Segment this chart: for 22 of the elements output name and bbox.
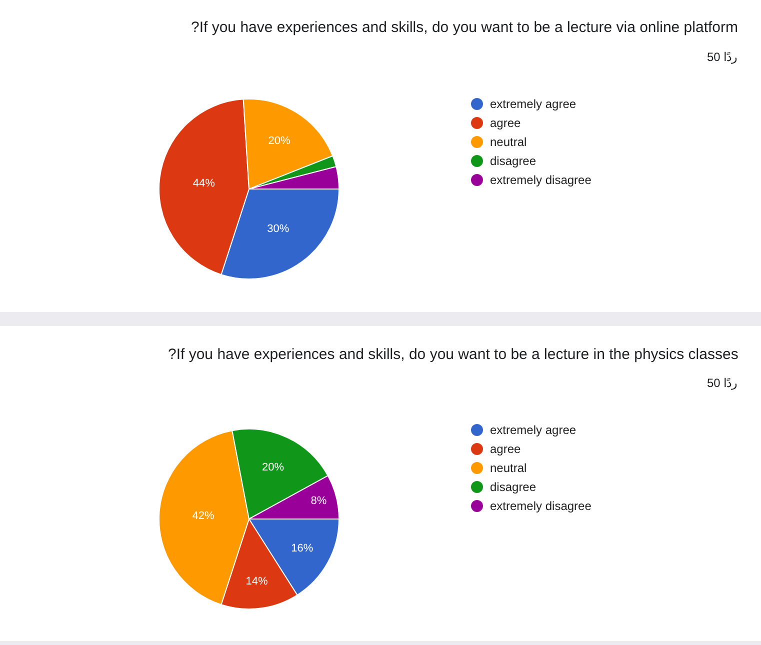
data-label: 14% [246,576,268,588]
legend-label: neutral [490,135,527,149]
legend-label: extremely agree [490,423,576,437]
legend-label: agree [490,442,522,456]
data-label: 20% [262,462,284,474]
chart-title: ?If you have experiences and skills, do you want to be a lecture in the physics classes [168,346,738,363]
legend-label: extremely disagree [490,173,592,187]
legend-label: agree [490,116,522,130]
data-label: 30% [267,223,290,236]
data-label: 44% [192,177,216,190]
data-label: 16% [291,542,314,554]
legend-label: neutral [490,461,527,475]
text: 50 ردًا [707,376,738,390]
legend-label: disagree [490,480,536,494]
text: 50 ردًا [707,50,738,64]
legend-label: extremely disagree [490,499,592,513]
data-label: 20% [268,135,290,148]
data-label: 42% [192,510,214,522]
chart-title: ?If you have experiences and skills, do you want to be a lecture via online platform [191,19,738,36]
legend-label: disagree [490,154,536,168]
legend-label: extremely agree [490,97,576,111]
data-label: 8% [310,495,327,508]
